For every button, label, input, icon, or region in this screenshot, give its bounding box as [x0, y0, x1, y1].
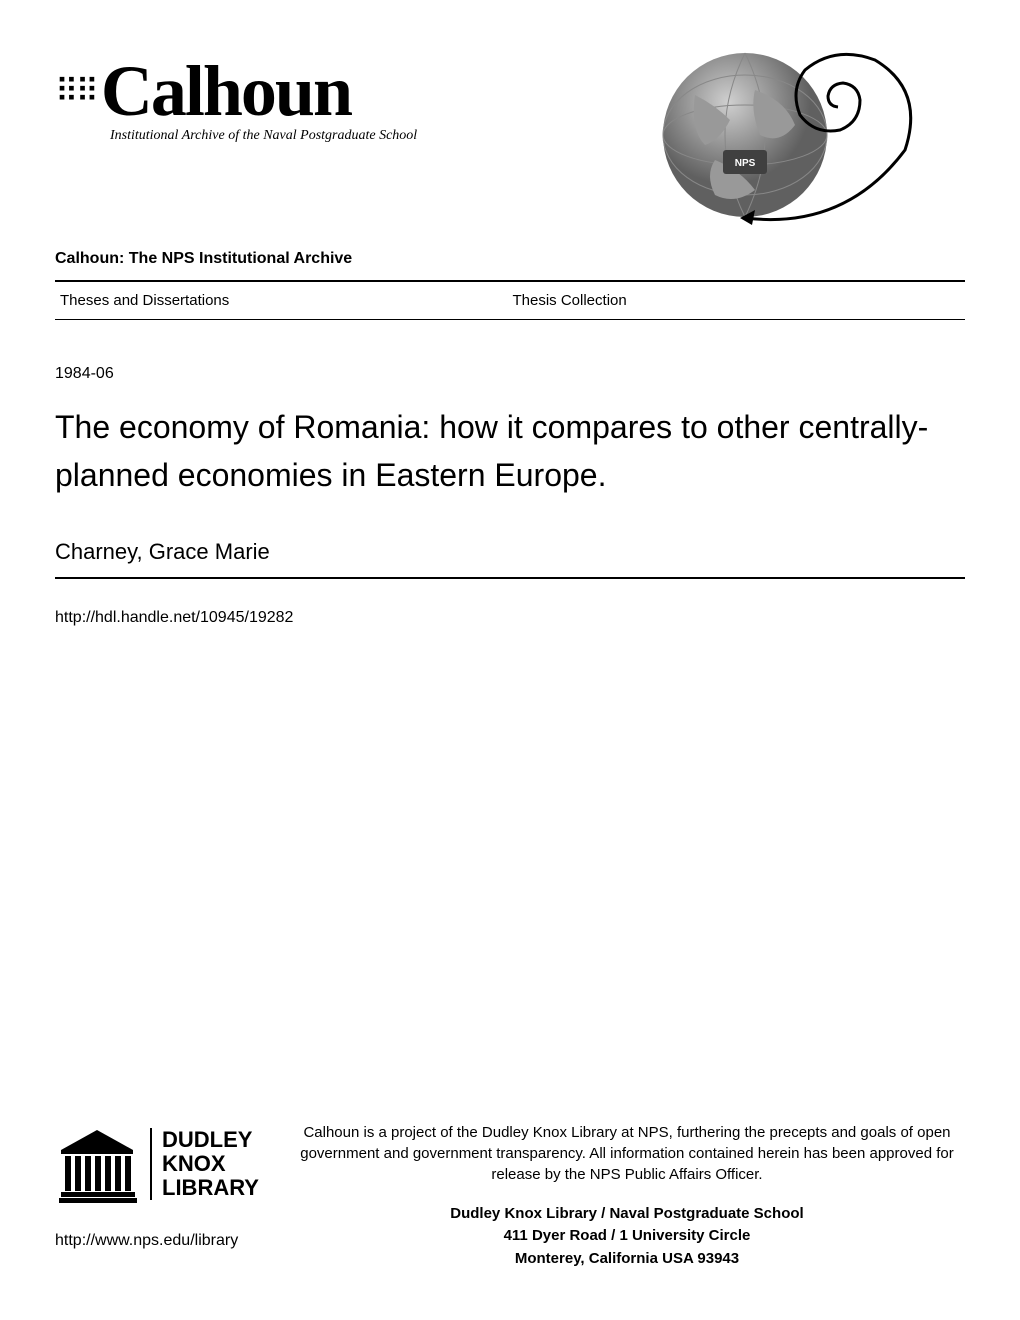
footer: DUDLEY KNOX LIBRARY http://www.nps.edu/l…: [55, 1122, 965, 1271]
collection-category: Theses and Dissertations: [60, 292, 513, 309]
address-line-1: Dudley Knox Library / Naval Postgraduate…: [289, 1203, 965, 1226]
address-line-3: Monterey, California USA 93943: [289, 1248, 965, 1271]
footer-left-column: DUDLEY KNOX LIBRARY http://www.nps.edu/l…: [55, 1122, 259, 1250]
calhoun-dots-icon: ⠿⠿: [55, 79, 96, 105]
footer-address: Dudley Knox Library / Naval Postgraduate…: [289, 1203, 965, 1271]
header-logos: ⠿⠿ Calhoun Institutional Archive of the …: [55, 50, 965, 230]
document-title: The economy of Romania: how it compares …: [55, 403, 965, 499]
dudley-knox-text: DUDLEY KNOX LIBRARY: [150, 1128, 259, 1201]
footer-description-text: Calhoun is a project of the Dudley Knox …: [289, 1122, 965, 1185]
globe-spiral-icon: NPS: [645, 50, 925, 230]
address-line-2: 411 Dyer Road / 1 University Circle: [289, 1225, 965, 1248]
dudley-knox-logo: DUDLEY KNOX LIBRARY: [55, 1122, 259, 1207]
calhoun-subtitle: Institutional Archive of the Naval Postg…: [110, 128, 417, 144]
library-name-3: LIBRARY: [162, 1176, 259, 1200]
library-name-1: DUDLEY: [162, 1128, 259, 1152]
calhoun-logo: ⠿⠿ Calhoun Institutional Archive of the …: [55, 50, 417, 144]
calhoun-wordmark: ⠿⠿ Calhoun: [55, 50, 417, 133]
collection-row: Theses and Dissertations Thesis Collecti…: [55, 292, 965, 309]
document-date: 1984-06: [55, 365, 965, 383]
calhoun-brand-text: Calhoun: [101, 50, 351, 133]
svg-text:NPS: NPS: [735, 158, 756, 169]
archive-title: Calhoun: The NPS Institutional Archive: [55, 250, 965, 268]
footer-content: DUDLEY KNOX LIBRARY http://www.nps.edu/l…: [55, 1122, 965, 1271]
divider-top: [55, 280, 965, 282]
divider-collection: [55, 319, 965, 320]
library-building-icon: [55, 1122, 140, 1207]
collection-type: Thesis Collection: [513, 292, 966, 309]
footer-description-block: Calhoun is a project of the Dudley Knox …: [289, 1122, 965, 1271]
divider-author: [55, 577, 965, 579]
document-author: Charney, Grace Marie: [55, 539, 965, 565]
handle-url: http://hdl.handle.net/10945/19282: [55, 609, 965, 627]
library-name-2: KNOX: [162, 1152, 259, 1176]
library-url: http://www.nps.edu/library: [55, 1232, 259, 1250]
nps-globe-logo: NPS: [645, 50, 965, 230]
